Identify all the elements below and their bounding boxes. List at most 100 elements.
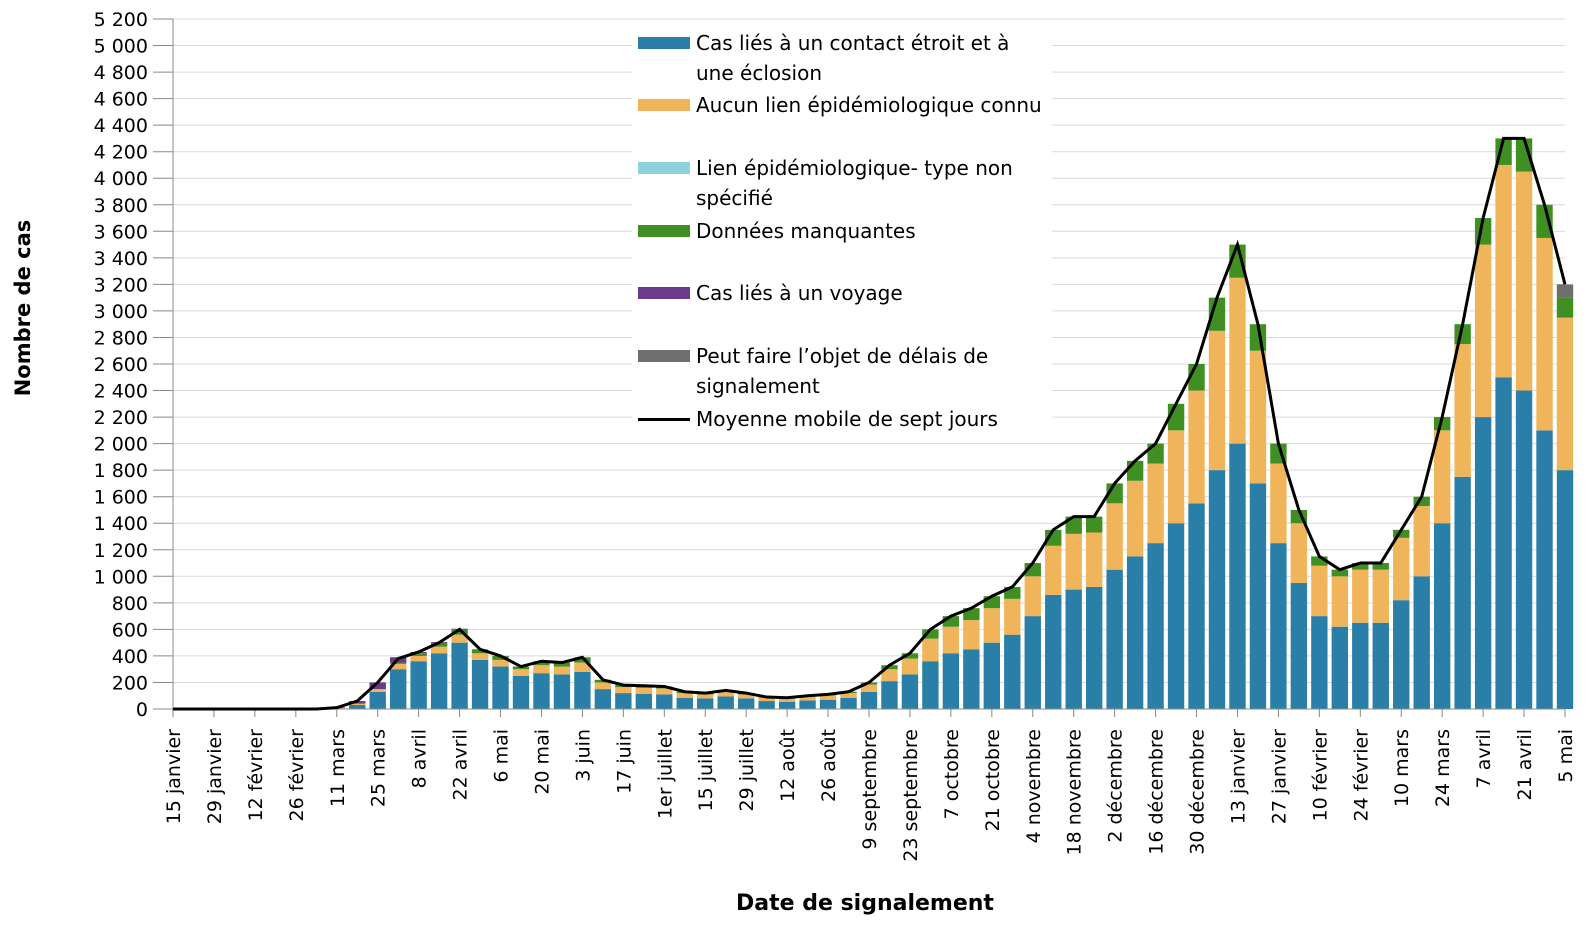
bar-segment xyxy=(389,662,407,664)
bar-segment xyxy=(1311,556,1328,566)
x-tick-label: 30 décembre xyxy=(1187,729,1209,855)
bar-segment xyxy=(737,698,755,709)
legend-label: Cas liés à un contact étroit et à une éc… xyxy=(696,31,1010,85)
bar-segment xyxy=(1065,533,1082,590)
bar-segment xyxy=(615,687,632,694)
bar-segment xyxy=(942,626,960,654)
bar-segment xyxy=(1372,563,1389,570)
y-tick-label: 3 600 xyxy=(94,221,148,243)
bar-segment xyxy=(758,701,775,709)
bar-segment xyxy=(492,666,509,709)
bar-segment xyxy=(1249,350,1267,484)
bar-segment xyxy=(1454,344,1471,477)
bar-segment xyxy=(717,691,734,697)
bar-segment xyxy=(881,665,898,670)
y-tick-label: 600 xyxy=(112,619,148,641)
legend-swatch xyxy=(638,99,690,111)
x-tick-label: 25 mars xyxy=(368,729,390,807)
x-tick-label: 18 novembre xyxy=(1064,729,1086,855)
y-tick-label: 3 400 xyxy=(94,248,148,270)
x-tick-label: 23 septembre xyxy=(900,729,922,862)
y-tick-label: 0 xyxy=(136,699,148,721)
bar-segment xyxy=(1167,523,1185,709)
bar-segment xyxy=(1474,244,1492,418)
y-tick-label: 1 800 xyxy=(94,460,148,482)
bar-segment xyxy=(656,688,673,695)
bar-segment xyxy=(1249,483,1267,709)
bar-segment xyxy=(901,674,919,709)
bar-segment xyxy=(860,684,878,692)
x-tick-label: 15 janvier xyxy=(163,729,185,824)
y-tick-label: 4 400 xyxy=(94,115,148,137)
bar-segment xyxy=(1024,576,1041,617)
bar-segment xyxy=(1167,430,1185,524)
legend-swatch xyxy=(638,37,690,49)
bar-segment xyxy=(1290,582,1308,709)
x-tick-label: 2 décembre xyxy=(1105,729,1127,843)
bar-segment xyxy=(758,697,775,702)
bar-segment xyxy=(1331,576,1349,627)
bar-segment xyxy=(451,634,468,643)
bar-segment xyxy=(778,698,796,702)
bar-segment xyxy=(676,697,693,709)
x-tick-label: 12 février xyxy=(245,729,267,822)
bar-segment xyxy=(799,700,816,709)
bar-segment xyxy=(799,696,816,701)
bar-segment xyxy=(922,629,939,639)
bar-segment xyxy=(635,687,653,694)
bar-segment xyxy=(492,659,509,667)
y-tick-label: 5 000 xyxy=(94,36,148,58)
bar-segment xyxy=(1331,626,1349,709)
y-tick-label: 200 xyxy=(112,672,148,694)
x-tick-label: 10 mars xyxy=(1391,729,1413,807)
bar-segment xyxy=(1556,284,1574,298)
bar-segment xyxy=(1085,532,1103,587)
bar-segment xyxy=(369,689,386,692)
bar-segment xyxy=(737,694,755,699)
x-tick-label: 22 avril xyxy=(450,729,472,800)
bar-segment xyxy=(369,691,386,709)
bar-segment xyxy=(697,694,714,699)
y-tick-label: 400 xyxy=(112,646,148,668)
bar-segment xyxy=(1045,545,1062,595)
bar-segment xyxy=(819,699,837,709)
bar-segment xyxy=(553,666,571,675)
bar-segment xyxy=(840,693,857,698)
x-tick-label: 16 décembre xyxy=(1146,729,1168,855)
y-tick-label: 3 800 xyxy=(94,195,148,217)
bar-segment xyxy=(430,642,448,647)
bar-segment xyxy=(471,653,489,660)
bar-segment xyxy=(860,691,878,709)
legend: Cas liés à un contact étroit et à une éc… xyxy=(632,28,1052,440)
bar-segment xyxy=(1536,204,1553,238)
bar-segment xyxy=(410,655,427,662)
bar-segment xyxy=(1536,237,1553,431)
bar-segment xyxy=(349,703,366,706)
bar-segment xyxy=(1556,470,1574,709)
bar-segment xyxy=(1413,576,1430,709)
bar-segment xyxy=(963,649,980,709)
bar-segment xyxy=(451,642,468,709)
bar-segment xyxy=(594,689,612,709)
bar-segment xyxy=(1311,616,1328,709)
legend-swatch xyxy=(638,225,690,237)
bar-segment xyxy=(717,696,734,709)
y-tick-label: 1 600 xyxy=(94,487,148,509)
bar-segment xyxy=(1147,543,1164,709)
bar-segment xyxy=(451,629,468,635)
bar-segment xyxy=(1372,569,1389,623)
legend-label: Lien épidémiologique- type non spécifié xyxy=(696,156,1013,210)
legend-label: Données manquantes xyxy=(696,219,916,243)
y-tick-label: 4 000 xyxy=(94,168,148,190)
y-tick-label: 2 200 xyxy=(94,407,148,429)
bar-segment xyxy=(922,661,939,709)
x-tick-label: 24 mars xyxy=(1432,729,1454,807)
bar-segment xyxy=(389,663,407,670)
bar-segment xyxy=(1045,594,1062,709)
bar-segment xyxy=(1331,569,1349,577)
x-tick-label: 1er juillet xyxy=(654,729,676,819)
x-tick-label: 11 mars xyxy=(327,729,349,807)
bar-segment xyxy=(1126,460,1144,481)
x-tick-label: 12 août xyxy=(777,729,799,802)
bar-segment xyxy=(1004,586,1021,599)
